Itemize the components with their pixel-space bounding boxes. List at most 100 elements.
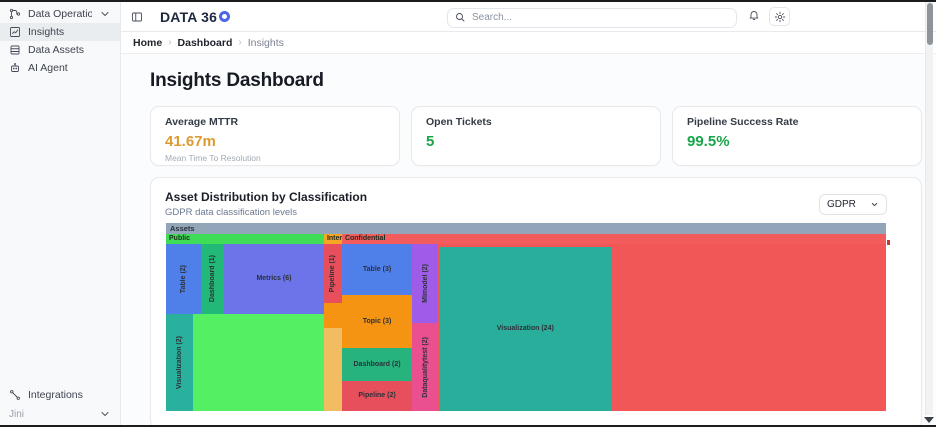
treemap-node-pipeline-2[interactable]: Pipeline (2) (341, 380, 413, 411)
treemap-group-label: Confidential (341, 234, 886, 244)
sidebar-toggle-icon[interactable] (131, 11, 143, 23)
database-icon (9, 44, 21, 56)
breadcrumb-separator-icon: › (238, 37, 242, 48)
treemap-node-visualization-24[interactable]: Visualization (24) (438, 247, 612, 411)
sidebar-item-data-assets[interactable]: Data Assets (0, 41, 120, 59)
window-frame-bottom (0, 425, 936, 427)
stats-row: Average MTTR 41.67m Mean Time To Resolutio… (150, 106, 922, 166)
sidebar-item-integrations[interactable]: Integrations (0, 386, 120, 404)
stat-label: Pipeline Success Rate (687, 116, 799, 128)
bell-icon[interactable] (748, 9, 760, 21)
treemap-group-body: Pipeline (1) (323, 244, 342, 411)
search-icon (454, 11, 466, 23)
classification-select[interactable]: GDPR (819, 194, 887, 215)
breadcrumb-item-insights: Insights (247, 36, 284, 49)
treemap-node-pipeline-1[interactable]: Pipeline (1) (323, 244, 342, 303)
breadcrumb-item-home[interactable]: Home (133, 36, 163, 49)
sidebar-item-label: Integrations (28, 389, 83, 401)
logo-text: DATA 36 (160, 8, 218, 25)
logo-ring-icon (219, 11, 231, 22)
stat-subtext: Mean Time To Resolution (165, 153, 261, 163)
theme-toggle-button[interactable] (769, 7, 790, 26)
breadcrumb-item-dashboard[interactable]: Dashboard (177, 36, 233, 49)
treemap-group-body: Table (3) Topic (3) Dashboard (2) Pipeline … (341, 244, 886, 411)
search-bar (447, 7, 737, 28)
chart-subtitle: GDPR data classification levels (165, 207, 297, 218)
treemap-group-body: Table (2) Dashboard (1) Metrics (6) Visuali… (166, 244, 324, 411)
treemap-node-label: Table (2) (180, 264, 188, 294)
treemap-node-label: Mlmodel (2) (421, 264, 429, 303)
treemap-node-visualization-2[interactable]: Visualization (2) (166, 313, 193, 411)
stat-value: 99.5% (687, 133, 730, 150)
chevron-down-icon (99, 408, 111, 420)
treemap-node-table-2[interactable]: Table (2) (166, 244, 202, 314)
sun-icon (774, 11, 786, 23)
stat-card-pipeline-success-rate: Pipeline Success Rate 99.5% (672, 106, 922, 166)
treemap-node-dataqualitytest-2[interactable]: Dataqualitytest (2) (412, 322, 439, 411)
tiny-node-sliver (887, 240, 890, 245)
treemap-node-label: Topic (3) (362, 317, 392, 325)
sidebar-item-data-operations[interactable]: Data Operations (0, 5, 120, 23)
sidebar-item-ai-agent[interactable]: AI Agent (0, 59, 120, 77)
chart-title: Asset Distribution by Classification (165, 190, 368, 204)
treemap-node-label: Dashboard (1) (209, 255, 216, 303)
window-frame-top (0, 0, 936, 2)
treemap-root-label: Assets (166, 223, 886, 234)
treemap-node-label: Dataqualitytest (2) (421, 336, 429, 398)
breadcrumb-separator-icon: › (168, 37, 172, 48)
treemap-node-mlmodel-2[interactable]: Mlmodel (2) (412, 244, 439, 323)
sidebar-item-label: Insights (28, 26, 65, 38)
stat-card-average-mttr: Average MTTR 41.67m Mean Time To Resolutio… (150, 106, 400, 166)
page-title: Insights Dashboard (150, 70, 324, 91)
selected-filter-value: GDPR (827, 199, 856, 210)
treemap-node-topic-3[interactable]: Topic (3) (341, 294, 413, 348)
sidebar-item-label: AI Agent (28, 62, 68, 74)
chevron-down-icon (99, 8, 111, 20)
bot-icon (9, 62, 21, 74)
treemap-group-internal[interactable]: Internal Pipeline (1) (323, 234, 342, 411)
sidebar-item-insights[interactable]: Insights (0, 23, 120, 41)
treemap-group-public[interactable]: Public Table (2) Dashboard (1) Metrics (6) V… (166, 234, 324, 411)
user-menu[interactable]: Jini (0, 404, 120, 424)
scrollbar-down-arrow[interactable] (924, 417, 934, 423)
flow-icon (9, 8, 21, 20)
sidebar-item-label: Data Operations (28, 8, 92, 20)
treemap-node-table-3[interactable]: Table (3) (341, 244, 413, 295)
treemap-node-label: Table (3) (362, 265, 392, 273)
treemap-node-metrics-6[interactable]: Metrics (6) (223, 244, 324, 314)
stat-label: Average MTTR (165, 116, 239, 128)
treemap-node-dashboard-2[interactable]: Dashboard (2) (341, 347, 413, 381)
treemap-node-label: Pipeline (1) (329, 254, 337, 293)
page-content: Insights Dashboard Average MTTR 41.67m Mea… (121, 54, 936, 427)
sidebar-footer: Integrations Jini (0, 386, 120, 424)
scrollbar-thumb[interactable] (927, 3, 933, 45)
treemap-node-label: Pipeline (2) (358, 392, 396, 400)
sidebar-nav: Data Operations Insights Data Assets AI Age… (0, 5, 120, 77)
treemap-node-label: Visualization (2) (176, 335, 183, 390)
chart-icon (9, 26, 21, 38)
sidebar: Data Operations Insights Data Assets AI Age… (0, 2, 121, 427)
treemap-group-label: Public (166, 234, 324, 244)
chart-card: Asset Distribution by Classification GDP… (150, 177, 922, 427)
page-scrollbar[interactable] (925, 2, 933, 415)
sidebar-item-label: Data Assets (28, 44, 85, 56)
main-area: DATA 36 Home › Dashboard › Insights Insights… (121, 2, 936, 427)
treemap-group-confidential[interactable]: Confidential Table (3) Topic (3) Dashboard … (341, 234, 886, 411)
treemap-group-label: Internal (323, 234, 342, 244)
topbar: DATA 36 (121, 2, 936, 32)
stat-label: Open Tickets (426, 116, 492, 128)
treemap-node-label: Metrics (6) (256, 275, 292, 283)
search-input[interactable] (447, 7, 737, 28)
plug-icon (9, 389, 21, 401)
treemap-node-label: Dashboard (2) (353, 360, 401, 368)
stat-card-open-tickets: Open Tickets 5 (411, 106, 661, 166)
app-logo: DATA 36 (160, 8, 231, 25)
stat-value: 41.67m (165, 133, 216, 150)
treemap-node-dashboard-1[interactable]: Dashboard (1) (201, 244, 224, 314)
treemap-chart: Assets Public Table (2) Dashboard (1) Metri… (166, 223, 890, 411)
chevron-down-icon (870, 200, 879, 209)
treemap-node[interactable] (323, 302, 342, 328)
treemap-groups: Public Table (2) Dashboard (1) Metrics (6) V… (166, 234, 886, 411)
treemap-node-label: Visualization (24) (496, 325, 554, 333)
